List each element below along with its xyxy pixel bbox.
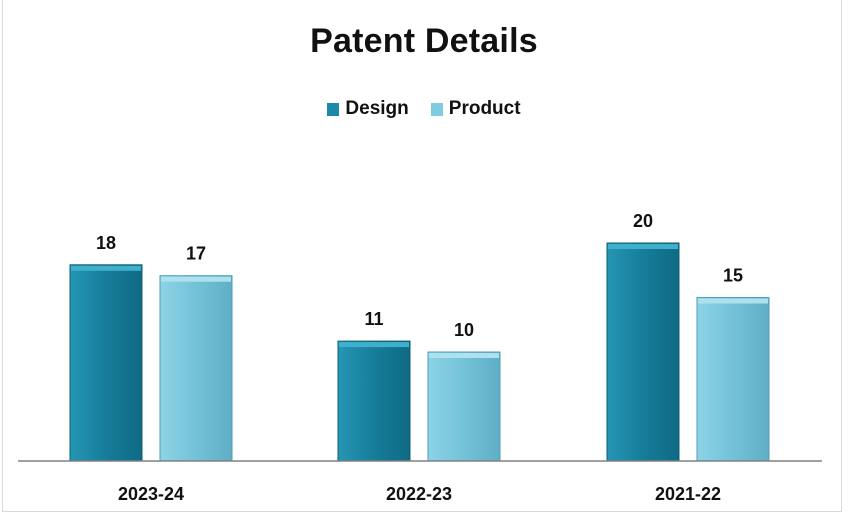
bar-design-2022-23	[337, 340, 411, 462]
bar-cap-product-2021-22	[698, 298, 768, 304]
legend-swatch-product	[430, 102, 443, 116]
bar-product-2021-22	[696, 297, 770, 462]
x-tick-label-2022-23: 2022-23	[386, 484, 452, 504]
legend-swatch-design	[327, 102, 340, 116]
legend-label-design: Design	[345, 98, 409, 119]
bar-cap-product-2023-24	[161, 276, 231, 282]
data-label-design-2022-23: 11	[364, 309, 383, 329]
x-tick-label-2023-24: 2023-24	[118, 484, 184, 504]
data-label-product-2021-22: 15	[723, 266, 743, 286]
bar-cap-design-2022-23	[339, 342, 409, 348]
data-label-design-2021-22: 20	[633, 211, 653, 231]
bar-product-2022-23	[427, 351, 501, 462]
bar-product-2023-24	[159, 275, 233, 462]
bar-cap-design-2023-24	[71, 265, 141, 271]
data-label-product-2023-24: 17	[186, 244, 206, 264]
chart-legend: Design Product	[0, 98, 848, 120]
bar-design-2021-22	[606, 242, 680, 462]
legend-item-design: Design	[327, 98, 409, 120]
chart-title: Patent Details	[310, 22, 538, 60]
legend-item-product: Product	[430, 98, 521, 120]
bar-cap-design-2021-22	[608, 244, 678, 249]
data-label-product-2022-23: 10	[454, 320, 474, 340]
x-tick-label-2021-22: 2021-22	[655, 484, 721, 504]
data-label-design-2023-24: 18	[96, 233, 116, 253]
bar-cap-product-2022-23	[429, 353, 499, 358]
legend-label-product: Product	[448, 98, 521, 119]
bar-design-2023-24	[69, 264, 143, 462]
